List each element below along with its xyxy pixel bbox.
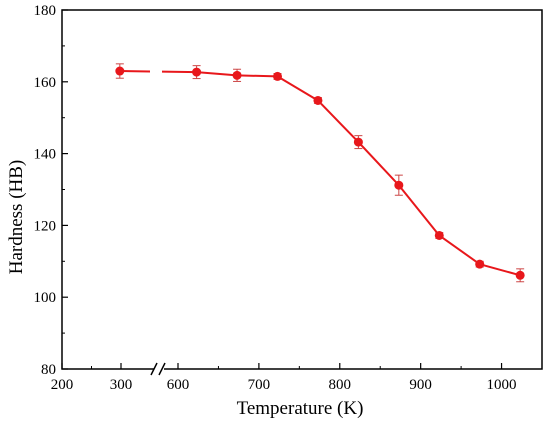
axis-break-mark — [150, 362, 158, 376]
plot-border — [61, 9, 543, 370]
y-axis-title: Hardness (HB) — [6, 160, 27, 275]
x-tick-label: 300 — [110, 377, 133, 393]
x-tick-label: 600 — [167, 377, 190, 393]
data-point — [313, 95, 323, 105]
series-line — [196, 71, 238, 77]
series-line — [479, 263, 521, 277]
axis-tick-labels: 200 300 600 700 800 900 1000 80 100 120 140 160 180 — [34, 3, 517, 393]
axis-break-gap — [154, 363, 164, 375]
plot-frame — [61, 9, 543, 376]
y-tick-label: 120 — [34, 218, 57, 234]
y-tick-label: 100 — [34, 290, 57, 306]
series-line — [317, 99, 360, 143]
x-tick-label: 200 — [51, 377, 74, 393]
y-tick-label: 140 — [34, 147, 57, 163]
data-point — [192, 67, 202, 77]
series-line — [357, 141, 400, 186]
data-point — [115, 66, 125, 76]
axis-break-mark — [158, 362, 166, 376]
y-tick-label: 80 — [41, 362, 56, 378]
data-point — [475, 259, 485, 269]
series-line — [398, 184, 441, 237]
data-point — [232, 70, 242, 80]
x-tick-label: 900 — [409, 377, 432, 393]
x-tick-label: 1000 — [487, 377, 517, 393]
data-point — [515, 270, 525, 280]
data-point — [394, 180, 404, 190]
x-axis-title: Temperature (K) — [237, 398, 364, 419]
series-line — [276, 75, 319, 102]
axis-ticks — [61, 9, 543, 370]
series-line — [438, 234, 481, 265]
y-tick-label: 160 — [34, 75, 57, 91]
data-point — [434, 230, 444, 240]
data-point — [272, 71, 282, 81]
series-layer — [115, 63, 525, 283]
x-tick-label: 700 — [248, 377, 271, 393]
x-tick-label: 800 — [329, 377, 352, 393]
series-line — [237, 74, 278, 78]
data-point — [353, 137, 363, 147]
y-tick-label: 180 — [34, 3, 57, 19]
